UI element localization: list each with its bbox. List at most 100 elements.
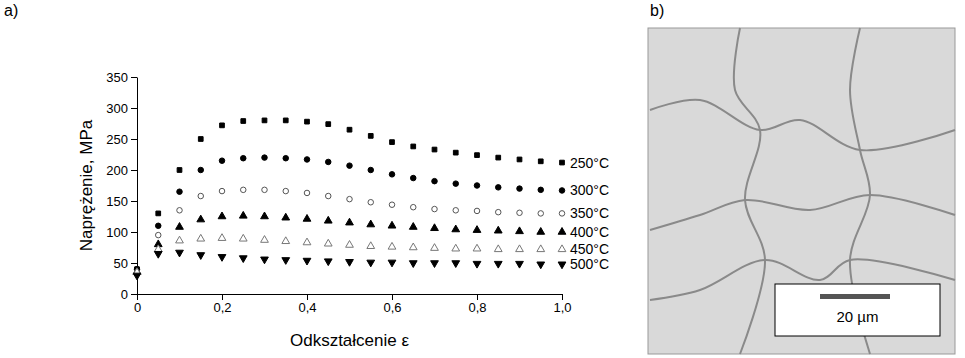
data-point — [411, 144, 416, 149]
data-point — [347, 163, 353, 169]
data-point — [133, 273, 141, 280]
data-point — [347, 127, 352, 132]
data-point — [261, 212, 269, 219]
figure: a)b)00,20,40,60,81,005010015020025030035… — [0, 0, 965, 358]
data-point — [473, 226, 481, 233]
data-point — [239, 256, 247, 263]
data-point — [262, 187, 268, 193]
data-point — [177, 168, 182, 173]
y-tick-mark — [131, 170, 137, 171]
micrograph-frame — [648, 28, 955, 354]
data-point — [197, 234, 205, 241]
data-point — [409, 243, 417, 250]
data-point — [453, 150, 458, 155]
data-point — [218, 255, 226, 262]
x-tick-mark — [392, 294, 393, 300]
y-tick-label: 150 — [106, 194, 128, 209]
y-tick-mark — [131, 139, 137, 140]
data-point — [431, 261, 439, 268]
series-label: 350°C — [570, 205, 609, 221]
y-tick-mark — [131, 77, 137, 78]
x-tick-mark — [137, 294, 138, 300]
y-tick: 0 — [121, 287, 137, 302]
data-point — [389, 202, 395, 208]
data-point — [219, 188, 225, 194]
series — [134, 155, 565, 272]
data-point — [219, 158, 225, 164]
y-tick-mark — [131, 108, 137, 109]
data-point — [154, 245, 162, 252]
data-point — [326, 122, 331, 127]
series-label: 300°C — [570, 182, 609, 198]
data-point — [537, 228, 545, 235]
data-point — [218, 212, 226, 219]
data-point — [453, 181, 459, 187]
scale-bar-label: 20 µm — [837, 308, 879, 325]
data-point — [558, 245, 566, 252]
series-label: 400°C — [570, 224, 609, 240]
x-tick: 0,6 — [383, 294, 401, 315]
grain-boundary — [650, 100, 955, 151]
data-point — [198, 193, 204, 199]
data-point — [432, 178, 438, 184]
data-point — [494, 226, 502, 233]
data-point — [346, 218, 354, 225]
data-point — [241, 119, 246, 124]
series — [134, 187, 565, 275]
data-point — [388, 260, 396, 267]
data-point — [240, 155, 246, 161]
data-point — [324, 259, 332, 266]
data-point — [496, 155, 501, 160]
data-point — [282, 258, 290, 265]
data-point — [494, 261, 502, 268]
y-tick: 150 — [106, 194, 137, 209]
data-point — [155, 223, 161, 229]
data-point — [516, 227, 524, 234]
y-axis-title: Naprężenie, MPa — [77, 119, 96, 251]
data-point — [198, 137, 203, 142]
marks — [133, 118, 566, 280]
data-point — [431, 224, 439, 231]
data-point — [367, 260, 375, 267]
y-tick: 50 — [114, 256, 137, 271]
y-tick: 250 — [106, 132, 137, 147]
x-tick: 1,0 — [553, 294, 571, 315]
x-tick-label: 0 — [134, 300, 141, 315]
data-point — [240, 187, 246, 193]
data-point — [474, 208, 480, 214]
micrograph: 20 µm — [648, 28, 955, 354]
data-point — [155, 232, 161, 238]
y-axis: 050100150200250300350 — [106, 70, 137, 302]
panel-label: b) — [650, 2, 664, 19]
data-point — [538, 211, 544, 217]
data-point — [367, 220, 375, 227]
data-point — [177, 208, 183, 214]
series-label: 500°C — [570, 256, 609, 272]
x-tick: 0,4 — [298, 294, 316, 315]
data-point — [198, 167, 204, 173]
grain-boundary — [650, 195, 955, 230]
data-point — [368, 134, 373, 139]
data-point — [262, 118, 267, 123]
data-point — [559, 211, 565, 217]
series — [133, 234, 566, 275]
data-point — [156, 211, 161, 216]
data-point — [303, 238, 311, 245]
data-point — [453, 208, 459, 214]
data-point — [560, 160, 565, 165]
data-point — [347, 196, 353, 202]
data-point — [218, 234, 226, 241]
y-tick-label: 350 — [106, 70, 128, 85]
data-point — [177, 189, 183, 195]
data-point — [154, 251, 162, 258]
data-point — [176, 223, 184, 230]
data-point — [324, 239, 332, 246]
x-tick-label: 0,8 — [468, 300, 486, 315]
data-point — [390, 140, 395, 145]
x-tick-label: 0,6 — [383, 300, 401, 315]
y-tick-mark — [131, 232, 137, 233]
data-point — [367, 242, 375, 249]
y-tick-label: 250 — [106, 132, 128, 147]
data-point — [517, 210, 523, 216]
series-label: 250°C — [570, 155, 609, 171]
